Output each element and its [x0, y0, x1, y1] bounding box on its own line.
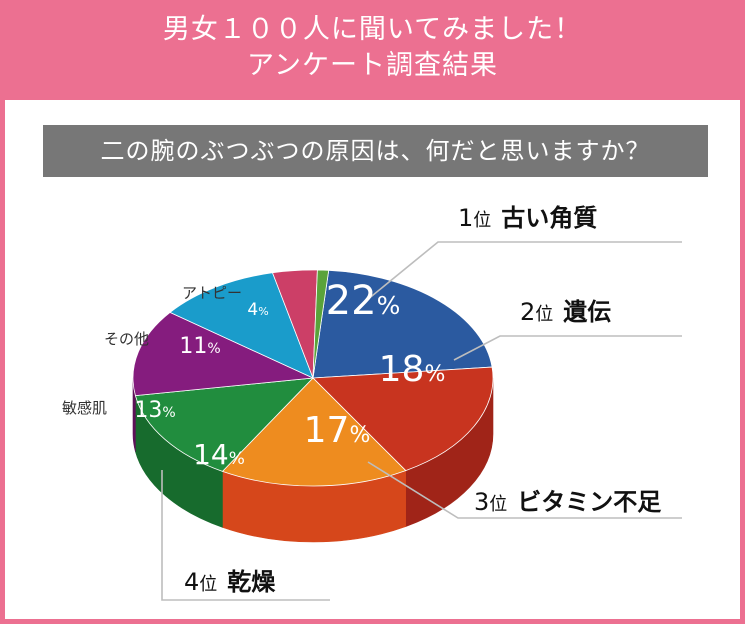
data-label-3: 14%: [193, 438, 245, 471]
data-label-4: 13%: [134, 398, 175, 423]
pie-sides: [132, 377, 494, 543]
pie-slice-0: [312, 270, 493, 379]
data-label-1: 18%: [379, 349, 446, 390]
data-label-0: 22%: [326, 278, 401, 324]
pie-slices: [132, 269, 494, 487]
chart-labels: 22% 18%17% 14% 13% 11% 4% 敏感肌 その他 アトピー 1位 古い角質 2位 遺伝…: [62, 204, 661, 596]
leader-lines: [161, 241, 682, 601]
pie-slice-3: [135, 377, 314, 472]
category-label-6: アトピー: [182, 284, 242, 302]
leader-line-3: [161, 470, 330, 601]
rank-label-0: 1位 古い角質: [458, 204, 597, 232]
leader-line-0: [366, 241, 682, 301]
leader-line-1: [453, 335, 682, 361]
category-label-4: 敏感肌: [62, 399, 107, 417]
header-title-line2: アンケート調査結果: [247, 50, 498, 81]
rank-label-3: 4位 乾燥: [184, 568, 276, 596]
leader-line-2: [367, 461, 682, 519]
pie-slice-4: [132, 312, 314, 397]
data-label-2: 17%: [304, 410, 371, 451]
question-bar: 二の腕のぶつぶつの原因は、何だと思いますか？: [43, 125, 708, 177]
data-label-6: 4%: [247, 300, 268, 320]
category-label-5: その他: [104, 330, 149, 348]
pie-slice-1: [312, 366, 494, 471]
rank-label-2: 3位 ビタミン不足: [474, 488, 661, 516]
rank-label-1: 2位 遺伝: [520, 298, 611, 326]
header-title-line1: 男女１００人に聞いてみました！: [162, 14, 583, 45]
pie-slice-5: [169, 272, 314, 379]
data-label-5: 11%: [179, 334, 220, 359]
header-banner: 男女１００人に聞いてみました！ アンケート調査結果: [0, 0, 745, 100]
pie-slice-7: [312, 269, 330, 379]
